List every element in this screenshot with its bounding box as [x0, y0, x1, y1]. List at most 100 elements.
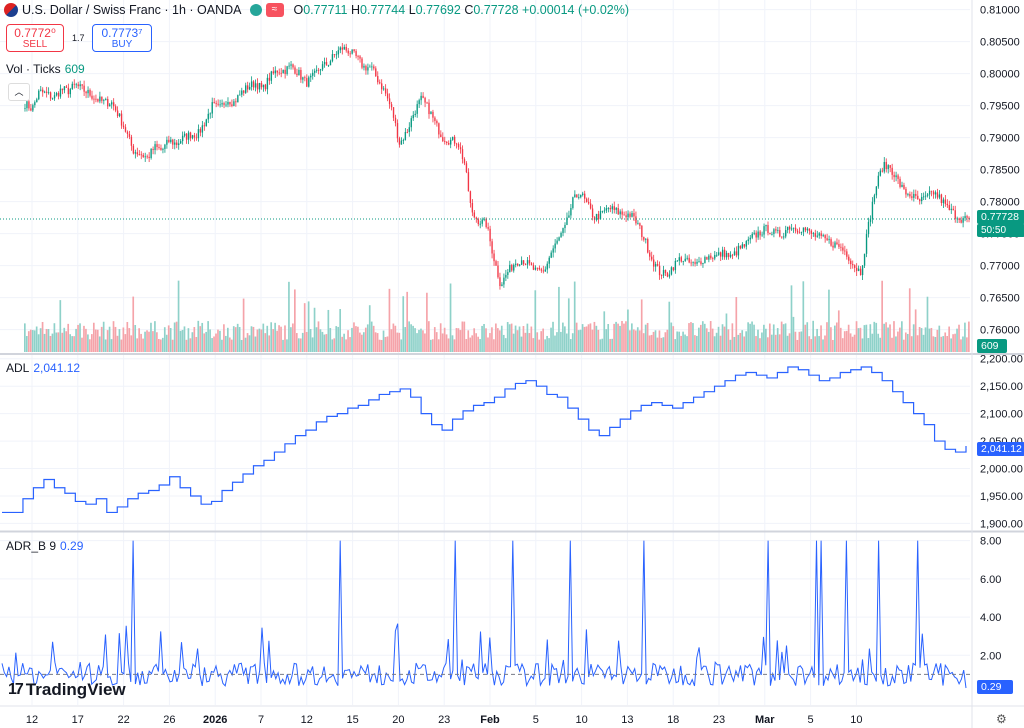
candle-body — [426, 102, 428, 104]
volume-bar — [617, 323, 619, 352]
volume-bar — [826, 322, 828, 352]
candle-body — [576, 194, 578, 198]
volume-bar — [420, 328, 422, 352]
volume-bar — [709, 321, 712, 352]
adr-legend[interactable]: ADR_B 9 0.29 — [6, 539, 83, 553]
candle-body — [558, 237, 560, 241]
candle-body — [120, 113, 123, 126]
volume-bar — [822, 339, 824, 352]
settings-gear-icon[interactable]: ⚙ — [996, 712, 1007, 726]
candle-body — [532, 265, 535, 270]
volume-bar — [962, 336, 964, 352]
price-axis-tick-label: 0.80000 — [980, 69, 1020, 81]
candle-body — [109, 104, 111, 107]
volume-bar — [887, 327, 889, 352]
volume-bar — [110, 339, 113, 352]
volume-bar — [236, 323, 239, 352]
sell-button[interactable]: 0.7772⁰ SELL — [6, 24, 64, 52]
candle-body — [788, 226, 791, 230]
tradingview-logo[interactable]: 17 TradingView — [8, 680, 126, 700]
volume-bar — [670, 322, 673, 352]
volume-bar — [185, 339, 188, 352]
volume-bar — [122, 327, 125, 352]
candle-body — [686, 257, 688, 259]
volume-bar — [402, 296, 405, 352]
candle-body — [518, 264, 521, 266]
volume-bar — [713, 336, 716, 352]
candle-body — [369, 66, 371, 68]
candle-body — [329, 61, 332, 66]
volume-bar — [116, 335, 119, 352]
candle-body — [40, 89, 42, 91]
volume-bar — [154, 321, 156, 352]
volume-bar — [416, 333, 418, 352]
volume-bar — [569, 339, 572, 352]
candle-body — [584, 193, 586, 199]
volume-bar — [765, 328, 767, 352]
candle-body — [836, 242, 838, 245]
volume-bar — [73, 336, 75, 352]
candle-body — [802, 227, 805, 233]
candle-body — [495, 261, 497, 266]
alert-wave-icon[interactable]: ≈ — [265, 3, 284, 17]
candle-body — [63, 86, 66, 91]
candle-body — [481, 219, 483, 224]
volume-bar — [120, 339, 123, 352]
volume-bar — [881, 280, 883, 352]
volume-bar — [579, 329, 582, 352]
volume-bar — [966, 337, 968, 352]
volume-bar — [680, 335, 682, 352]
candle-body — [591, 208, 594, 218]
candle-body — [483, 218, 485, 220]
volume-legend[interactable]: Vol · Ticks 609 — [6, 62, 85, 76]
volume-bar — [500, 325, 503, 352]
volume-bar — [891, 337, 893, 352]
volume-bar — [447, 338, 450, 352]
candle-body — [209, 113, 211, 115]
candle-body — [840, 246, 842, 248]
volume-bar — [230, 339, 233, 352]
candle-body — [30, 108, 32, 111]
volume-bar — [299, 338, 302, 352]
candle-body — [696, 261, 698, 264]
volume-bar — [696, 335, 698, 352]
symbol-title[interactable]: U.S. Dollar / Swiss Franc · 1h · OANDA — [22, 3, 242, 17]
candle-body — [164, 144, 166, 149]
candle-body — [578, 197, 580, 199]
volume-bar — [325, 334, 328, 352]
adl-legend[interactable]: ADL 2,041.12 — [6, 361, 80, 375]
volume-bar — [857, 328, 860, 352]
volume-bar — [723, 326, 726, 352]
volume-bar — [79, 323, 81, 352]
collapse-legend-button[interactable]: ︿ — [8, 83, 30, 101]
buy-button[interactable]: 0.7773⁷ BUY — [92, 24, 152, 52]
volume-bar — [295, 333, 298, 352]
candle-body — [304, 77, 306, 79]
open-value: 0.77711 — [303, 3, 348, 17]
x-tick-label: 12 — [301, 714, 313, 726]
volume-bar — [24, 323, 26, 352]
candle-body — [905, 188, 907, 195]
candle-body — [400, 140, 403, 145]
x-tick-label: 15 — [346, 714, 358, 726]
volume-bar — [934, 336, 937, 352]
candle-body — [258, 82, 261, 90]
candle-body — [830, 239, 832, 246]
volume-bar — [581, 324, 584, 352]
candle-body — [89, 89, 91, 96]
current-volume-label: 609 — [977, 339, 1007, 353]
candle-body — [814, 233, 816, 237]
volume-bar — [163, 327, 166, 352]
candle-body — [729, 254, 732, 257]
volume-bar — [396, 332, 399, 352]
candle-body — [869, 218, 872, 222]
volume-bar — [922, 334, 925, 352]
volume-bar — [108, 326, 111, 352]
volume-bar — [968, 321, 970, 352]
candle-body — [317, 69, 320, 71]
candle-body — [197, 129, 200, 139]
candle-body — [229, 101, 231, 105]
candle-body — [678, 257, 680, 261]
volume-bar — [577, 330, 580, 352]
